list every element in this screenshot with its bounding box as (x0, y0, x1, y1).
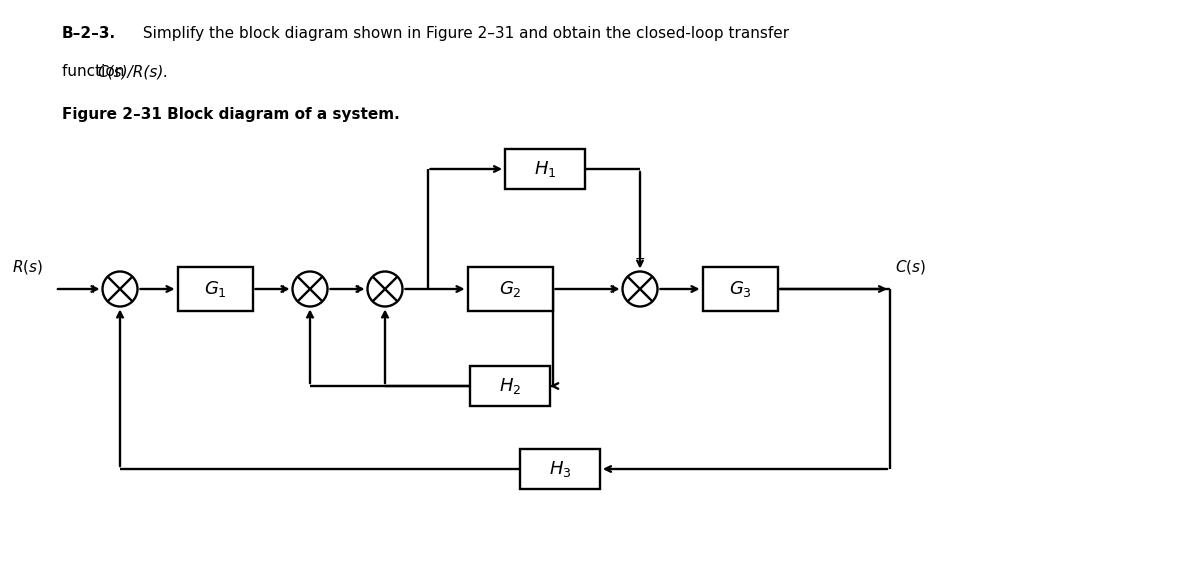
Text: B–2–3.: B–2–3. (62, 26, 116, 41)
Text: +: + (635, 252, 646, 265)
Text: +: + (88, 282, 98, 296)
Bar (468, 267, 552, 311)
Text: $G_3$: $G_3$ (728, 279, 751, 299)
Text: $H_2$: $H_2$ (499, 376, 521, 396)
Text: −: − (379, 312, 390, 325)
Text: $G_1$: $G_1$ (204, 279, 227, 299)
Circle shape (293, 272, 328, 307)
Circle shape (623, 272, 658, 307)
Text: $H_3$: $H_3$ (548, 459, 571, 479)
Text: $C(s)$: $C(s)$ (895, 258, 926, 276)
Bar (702, 267, 778, 311)
Text: −: − (305, 312, 316, 325)
Bar (470, 366, 550, 406)
Text: function: function (62, 64, 130, 79)
Text: +: + (277, 282, 288, 296)
Text: −: − (115, 312, 125, 325)
Circle shape (102, 272, 138, 307)
Text: +: + (352, 282, 362, 296)
Bar (520, 449, 600, 489)
Text: Simplify the block diagram shown in Figure 2–31 and obtain the closed-loop trans: Simplify the block diagram shown in Figu… (138, 26, 790, 41)
Text: $R(s)$: $R(s)$ (12, 258, 43, 276)
Circle shape (367, 272, 402, 307)
Text: C(s)/R(s).: C(s)/R(s). (97, 64, 168, 79)
Text: +: + (607, 282, 618, 296)
Bar (505, 149, 586, 189)
Bar (178, 267, 252, 311)
Text: Figure 2–31 Block diagram of a system.: Figure 2–31 Block diagram of a system. (62, 107, 400, 122)
Text: $H_1$: $H_1$ (534, 159, 557, 179)
Text: $G_2$: $G_2$ (499, 279, 521, 299)
